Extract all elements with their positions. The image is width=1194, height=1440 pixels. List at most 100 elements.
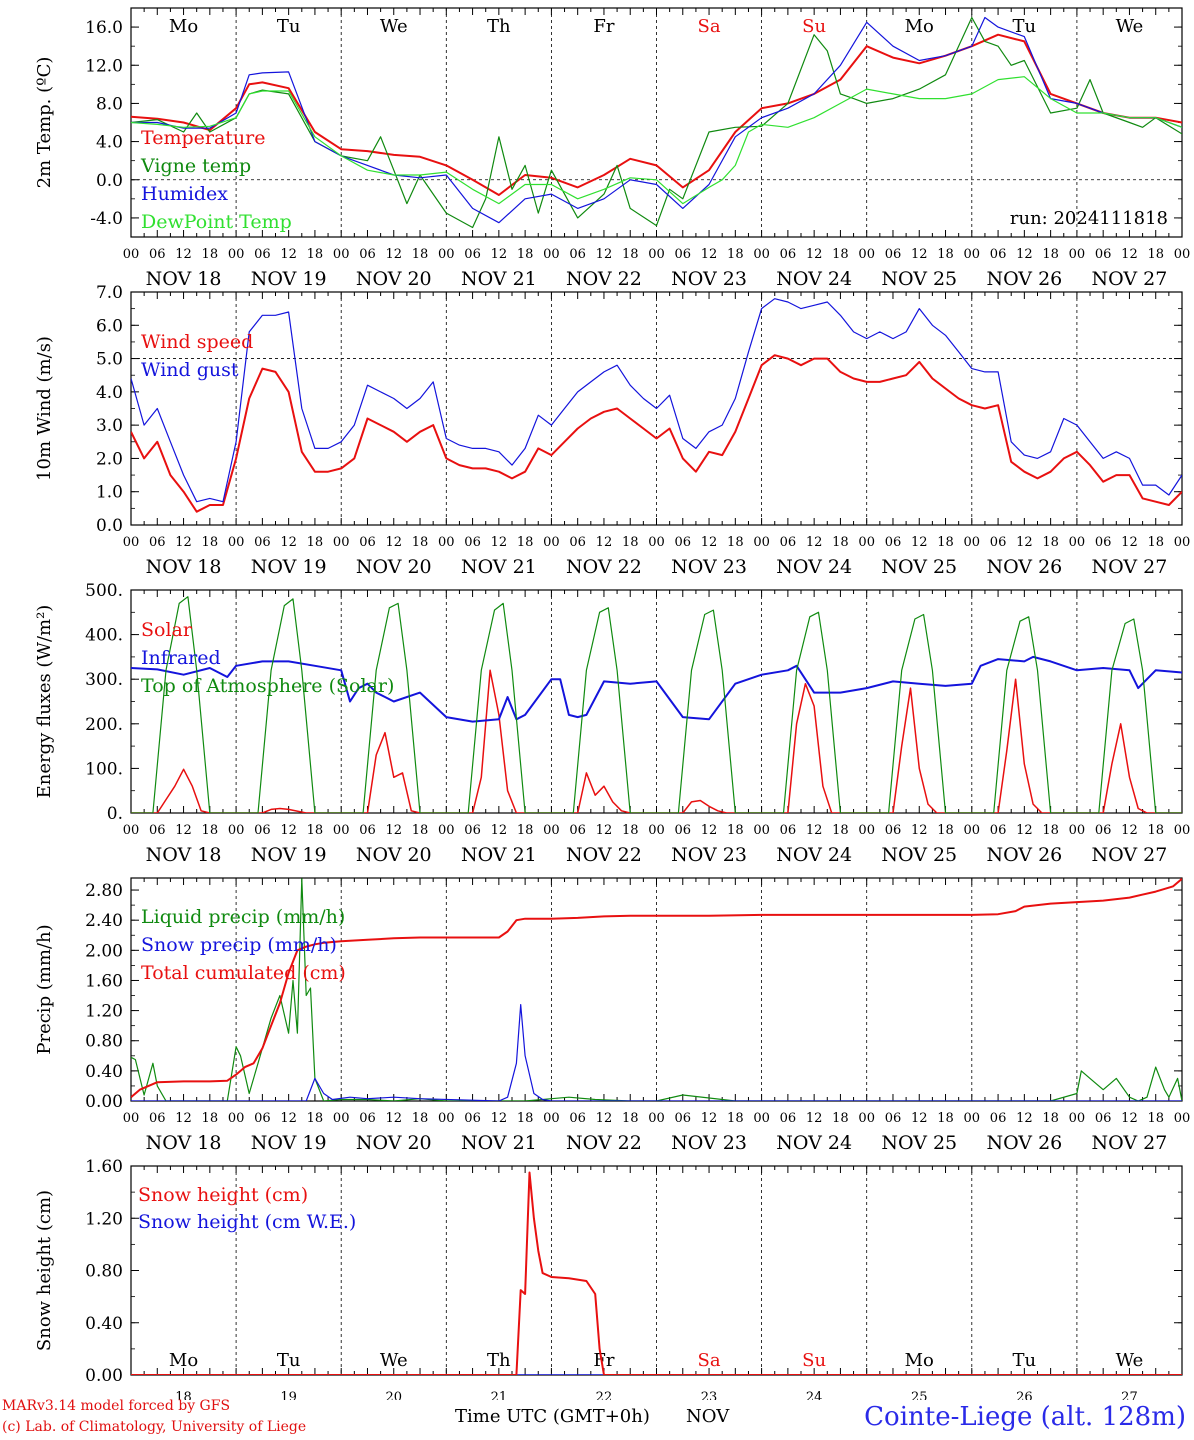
day-number-label: 22 bbox=[596, 1390, 613, 1400]
hour-tick-label: 12 bbox=[1121, 1111, 1138, 1126]
hour-tick-label: 12 bbox=[280, 823, 297, 838]
hour-tick-label: 00 bbox=[753, 1111, 770, 1126]
date-label: NOV 22 bbox=[566, 1132, 642, 1154]
hour-tick-label: 18 bbox=[517, 247, 534, 262]
hour-tick-label: 18 bbox=[517, 823, 534, 838]
hour-tick-label: 18 bbox=[202, 535, 219, 550]
hour-tick-label: 06 bbox=[254, 823, 271, 838]
hour-tick-label: 00 bbox=[333, 1111, 350, 1126]
y-tick-label: 16.0 bbox=[85, 18, 123, 38]
y-tick-label: 1.0 bbox=[96, 483, 123, 503]
hour-tick-label: 06 bbox=[885, 1111, 902, 1126]
hour-tick-label: 12 bbox=[280, 1111, 297, 1126]
hour-tick-label: 06 bbox=[780, 247, 797, 262]
hour-tick-label: 18 bbox=[202, 823, 219, 838]
hour-tick-label: 18 bbox=[1042, 535, 1059, 550]
date-label: NOV 19 bbox=[251, 556, 327, 578]
y-tick-label: 0.00 bbox=[85, 1092, 123, 1112]
hour-tick-label: 00 bbox=[858, 247, 875, 262]
hour-tick-label: 00 bbox=[438, 247, 455, 262]
legend-entry: Top of Atmosphere (Solar) bbox=[141, 675, 394, 697]
hour-tick-label: 06 bbox=[254, 535, 271, 550]
date-label: NOV 24 bbox=[776, 268, 852, 290]
series-line-wind-speed bbox=[131, 354, 1182, 513]
y-tick-label: 0.80 bbox=[85, 1032, 123, 1052]
station-title: Cointe-Liege (alt. 128m) bbox=[864, 1402, 1186, 1432]
y-axis-label: Energy fluxes (W/m²) bbox=[34, 605, 55, 799]
y-tick-label: 12.0 bbox=[85, 56, 123, 76]
hour-tick-label: 00 bbox=[123, 823, 140, 838]
hour-tick-label: 00 bbox=[1069, 247, 1086, 262]
weekday-label: We bbox=[1116, 1350, 1144, 1371]
date-label: NOV 23 bbox=[671, 556, 747, 578]
hour-tick-label: 18 bbox=[517, 535, 534, 550]
hour-tick-label: 00 bbox=[438, 1111, 455, 1126]
plot-frame bbox=[130, 589, 1183, 814]
day-number-label: 20 bbox=[385, 1390, 402, 1400]
y-tick-label: 0.40 bbox=[85, 1062, 123, 1082]
hour-tick-label: 12 bbox=[806, 823, 823, 838]
date-label: NOV 21 bbox=[461, 844, 537, 866]
y-tick-label: 0.0 bbox=[96, 516, 123, 536]
y-tick-label: 3.0 bbox=[96, 416, 123, 436]
hour-tick-label: 18 bbox=[832, 1111, 849, 1126]
hour-tick-label: 12 bbox=[596, 535, 613, 550]
hour-tick-label: 00 bbox=[123, 535, 140, 550]
hour-tick-label: 18 bbox=[1042, 1111, 1059, 1126]
hour-tick-label: 00 bbox=[1174, 1111, 1191, 1126]
hour-tick-label: 06 bbox=[569, 823, 586, 838]
y-tick-label: 400. bbox=[85, 626, 123, 646]
hour-tick-label: 18 bbox=[1147, 1111, 1164, 1126]
hour-tick-label: 06 bbox=[675, 247, 692, 262]
hour-tick-label: 18 bbox=[307, 247, 324, 262]
hour-tick-label: 12 bbox=[491, 1111, 508, 1126]
legend-entry: Snow height (cm W.E.) bbox=[138, 1211, 356, 1233]
y-tick-label: 1.20 bbox=[85, 1002, 123, 1022]
series-line-liquid-precip-mm-h bbox=[131, 878, 1182, 1101]
date-label: NOV 26 bbox=[986, 556, 1062, 578]
hour-tick-label: 18 bbox=[727, 1111, 744, 1126]
hour-tick-label: 00 bbox=[1174, 247, 1191, 262]
chart-panel-2: 0.0 1.0 2.0 3.0 4.0 5.0 6.0 7.0 10m Wind (m/s) 00… bbox=[34, 283, 1190, 578]
y-axis-label: Precip (mm/h) bbox=[34, 924, 55, 1054]
hour-tick-label: 00 bbox=[543, 823, 560, 838]
weekday-label: Sa bbox=[698, 1350, 721, 1371]
hour-tick-label: 12 bbox=[385, 535, 402, 550]
y-tick-label: 1.20 bbox=[85, 1209, 123, 1229]
weekday-label: We bbox=[380, 1350, 408, 1371]
hour-tick-label: 12 bbox=[911, 1111, 928, 1126]
legend-entry: Infrared bbox=[141, 647, 221, 669]
hour-tick-label: 06 bbox=[359, 247, 376, 262]
hour-tick-label: 18 bbox=[1147, 535, 1164, 550]
hour-tick-label: 18 bbox=[1147, 823, 1164, 838]
hour-tick-label: 18 bbox=[202, 1111, 219, 1126]
chart-panel-3: 0. 100. 200. 300. 400. 500. Energy fluxes (W/m… bbox=[34, 581, 1190, 866]
hour-tick-label: 18 bbox=[727, 247, 744, 262]
hour-tick-label: 00 bbox=[1174, 535, 1191, 550]
hour-tick-label: 06 bbox=[569, 1111, 586, 1126]
legend-entry: Humidex bbox=[141, 183, 228, 205]
hour-tick-label: 12 bbox=[911, 535, 928, 550]
hour-tick-label: 06 bbox=[675, 823, 692, 838]
hour-tick-label: 00 bbox=[753, 823, 770, 838]
day-number-label: 19 bbox=[280, 1390, 297, 1400]
y-tick-label: 0.00 bbox=[85, 1366, 123, 1386]
hour-tick-label: 18 bbox=[412, 535, 429, 550]
hour-tick-label: 06 bbox=[569, 535, 586, 550]
hour-tick-label: 12 bbox=[385, 823, 402, 838]
hour-tick-label: 06 bbox=[254, 247, 271, 262]
hour-tick-label: 00 bbox=[228, 535, 245, 550]
y-tick-label: 2.0 bbox=[96, 449, 123, 469]
hour-tick-label: 12 bbox=[806, 247, 823, 262]
y-tick-label: 2.80 bbox=[85, 881, 123, 901]
date-label: NOV 24 bbox=[776, 844, 852, 866]
series-line-top-of-atmosphere-solar bbox=[131, 596, 1182, 813]
date-label: NOV 24 bbox=[776, 1132, 852, 1154]
hour-tick-label: 00 bbox=[964, 823, 981, 838]
y-tick-label: -4.0 bbox=[90, 209, 123, 229]
date-label: NOV 21 bbox=[461, 1132, 537, 1154]
date-label: NOV 19 bbox=[251, 268, 327, 290]
y-tick-label: 4.0 bbox=[96, 133, 123, 153]
weekday-label: Fr bbox=[593, 1350, 614, 1371]
hour-tick-label: 06 bbox=[990, 535, 1007, 550]
